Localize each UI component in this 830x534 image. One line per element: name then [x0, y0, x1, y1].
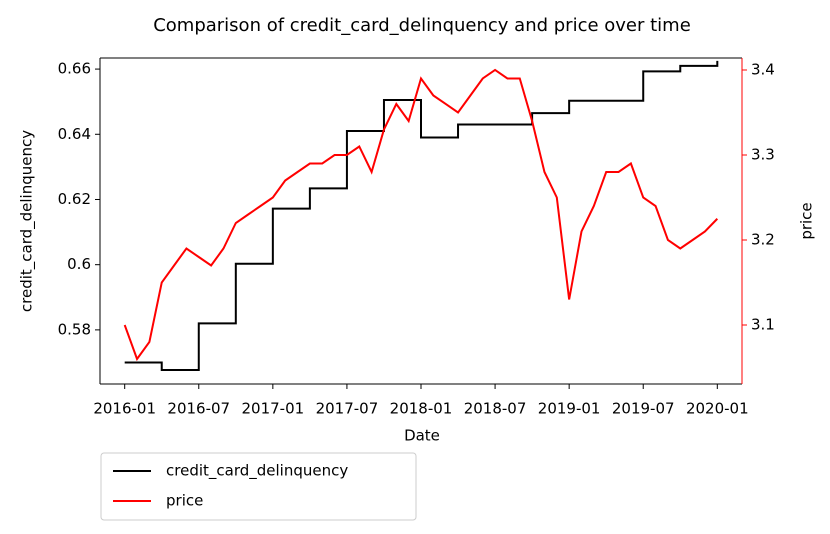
y-tick-label: 0.6 — [67, 255, 91, 273]
y2-axis-label: price — [798, 202, 816, 239]
y2-tick-label: 3.1 — [751, 316, 775, 334]
series-line — [123, 68, 719, 362]
chart-title: Comparison of credit_card_delinquency an… — [153, 15, 691, 36]
x-tick-label: 2016-07 — [167, 400, 230, 418]
y-tick-label: 0.66 — [58, 60, 91, 78]
y-tick-label: 0.64 — [58, 125, 91, 143]
x-tick-label: 2017-07 — [316, 400, 379, 418]
y-axis-label: credit_card_delinquency — [18, 130, 37, 312]
y-tick-label: 0.62 — [58, 190, 91, 208]
x-tick-label: 2018-07 — [464, 400, 527, 418]
x-tick-label: 2019-07 — [612, 400, 675, 418]
x-tick-label: 2016-01 — [93, 400, 156, 418]
legend-label: credit_card_delinquency — [166, 462, 348, 481]
series-line — [124, 60, 719, 371]
legend-box — [100, 452, 417, 521]
y-tick-label: 0.58 — [58, 320, 91, 338]
y2-tick-label: 3.4 — [751, 60, 775, 78]
x-axis-label: Date — [404, 427, 440, 445]
x-tick-label: 2017-01 — [242, 400, 305, 418]
x-tick-label: 2020-01 — [686, 400, 749, 418]
x-tick-label: 2019-01 — [538, 400, 601, 418]
legend-label: price — [166, 492, 203, 510]
y2-tick-label: 3.3 — [751, 145, 775, 163]
y2-tick-label: 3.2 — [751, 230, 775, 248]
x-tick-label: 2018-01 — [390, 400, 453, 418]
